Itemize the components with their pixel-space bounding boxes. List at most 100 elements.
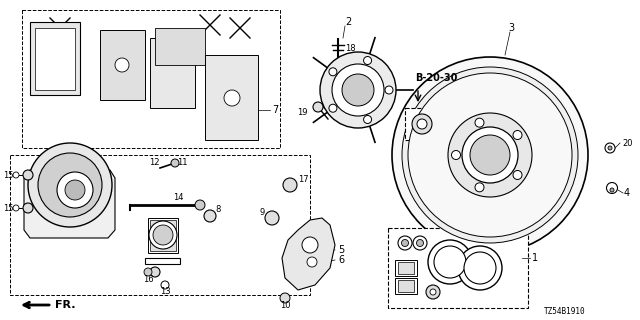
- Polygon shape: [100, 30, 145, 100]
- Text: 11: 11: [177, 157, 188, 166]
- Text: 18: 18: [345, 44, 356, 52]
- Text: 5: 5: [338, 245, 344, 255]
- Bar: [395, 260, 417, 276]
- Circle shape: [413, 236, 427, 250]
- Circle shape: [464, 252, 496, 284]
- Text: 9: 9: [260, 207, 265, 217]
- Text: B-20-30: B-20-30: [415, 73, 458, 83]
- Circle shape: [280, 293, 290, 303]
- Text: 2: 2: [345, 17, 351, 27]
- Text: 4: 4: [624, 188, 630, 198]
- Text: FR.: FR.: [55, 300, 76, 310]
- Circle shape: [402, 67, 578, 243]
- Circle shape: [224, 90, 240, 106]
- Bar: [148, 218, 178, 253]
- Circle shape: [57, 172, 93, 208]
- Circle shape: [451, 150, 461, 159]
- Circle shape: [364, 116, 372, 124]
- Polygon shape: [155, 28, 205, 65]
- Polygon shape: [282, 218, 335, 290]
- Text: 10: 10: [280, 301, 291, 310]
- Circle shape: [144, 268, 152, 276]
- Circle shape: [470, 135, 510, 175]
- Circle shape: [408, 73, 572, 237]
- Circle shape: [204, 210, 216, 222]
- Bar: [405, 108, 450, 140]
- Text: 7: 7: [272, 105, 278, 115]
- Circle shape: [342, 74, 374, 106]
- Circle shape: [607, 182, 618, 194]
- Circle shape: [313, 102, 323, 112]
- Text: 1: 1: [532, 253, 538, 263]
- Text: 12: 12: [150, 157, 160, 166]
- Circle shape: [329, 104, 337, 112]
- Text: 3: 3: [508, 23, 514, 33]
- Circle shape: [161, 281, 169, 289]
- Circle shape: [283, 178, 297, 192]
- Circle shape: [513, 131, 522, 140]
- Circle shape: [434, 246, 466, 278]
- Bar: [145, 258, 180, 264]
- Circle shape: [448, 113, 532, 197]
- Polygon shape: [205, 55, 258, 140]
- Polygon shape: [24, 170, 115, 238]
- Circle shape: [610, 188, 614, 192]
- Circle shape: [320, 52, 396, 128]
- Circle shape: [475, 183, 484, 192]
- Text: 13: 13: [160, 286, 170, 295]
- Circle shape: [513, 171, 522, 180]
- Circle shape: [430, 289, 436, 295]
- Text: 14: 14: [173, 193, 183, 202]
- Text: 16: 16: [143, 276, 154, 284]
- Polygon shape: [30, 22, 80, 95]
- Circle shape: [332, 64, 384, 116]
- Circle shape: [153, 225, 173, 245]
- Circle shape: [307, 257, 317, 267]
- Circle shape: [171, 159, 179, 167]
- Text: TZ54B1910: TZ54B1910: [543, 308, 585, 316]
- Circle shape: [38, 153, 102, 217]
- Circle shape: [605, 143, 615, 153]
- Bar: [388, 228, 528, 308]
- Polygon shape: [35, 28, 75, 90]
- Circle shape: [65, 180, 85, 200]
- Circle shape: [13, 205, 19, 211]
- Circle shape: [608, 146, 612, 150]
- Text: 20: 20: [622, 139, 632, 148]
- Text: 6: 6: [338, 255, 344, 265]
- Circle shape: [195, 200, 205, 210]
- Circle shape: [385, 86, 393, 94]
- Circle shape: [23, 170, 33, 180]
- Circle shape: [364, 57, 372, 65]
- Circle shape: [149, 221, 177, 249]
- Text: 19: 19: [298, 108, 308, 116]
- Circle shape: [401, 239, 408, 246]
- Circle shape: [475, 118, 484, 127]
- Circle shape: [150, 267, 160, 277]
- Circle shape: [28, 143, 112, 227]
- Circle shape: [13, 172, 19, 178]
- Circle shape: [417, 239, 424, 246]
- Circle shape: [23, 203, 33, 213]
- Circle shape: [392, 57, 588, 253]
- Bar: [398, 280, 414, 292]
- Bar: [398, 262, 414, 274]
- Circle shape: [412, 114, 432, 134]
- Text: 15: 15: [3, 171, 13, 180]
- Circle shape: [426, 285, 440, 299]
- Circle shape: [302, 237, 318, 253]
- Circle shape: [462, 127, 518, 183]
- Text: 17: 17: [298, 174, 308, 183]
- Circle shape: [428, 240, 472, 284]
- Circle shape: [417, 119, 427, 129]
- Circle shape: [115, 58, 129, 72]
- Circle shape: [458, 246, 502, 290]
- Circle shape: [398, 236, 412, 250]
- Polygon shape: [150, 38, 195, 108]
- Text: 15: 15: [3, 204, 13, 212]
- Text: 8: 8: [215, 204, 220, 213]
- Circle shape: [265, 211, 279, 225]
- Circle shape: [329, 68, 337, 76]
- Bar: [150, 220, 176, 251]
- Bar: [395, 278, 417, 294]
